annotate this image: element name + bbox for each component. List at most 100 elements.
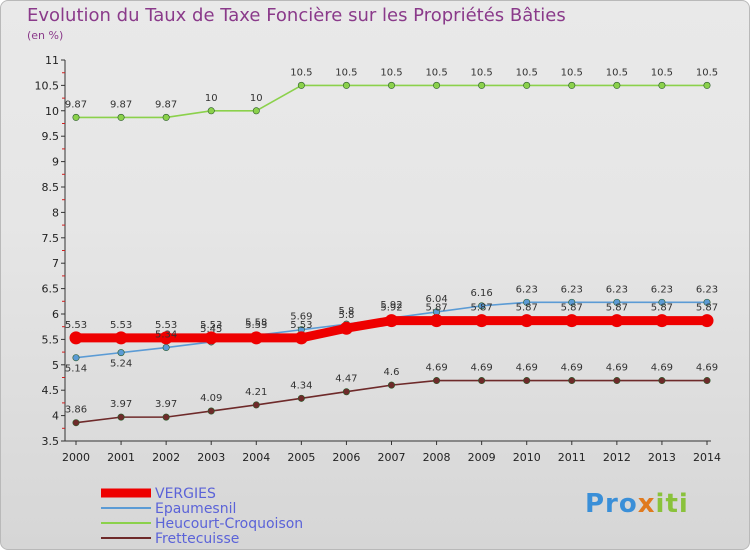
data-point (613, 377, 621, 385)
data-point (700, 314, 714, 328)
data-label: 9.87 (65, 99, 87, 110)
data-label: 3.97 (155, 399, 177, 410)
data-label: 5.53 (290, 320, 312, 331)
data-label: 5.24 (110, 359, 132, 370)
data-label: 5.87 (471, 303, 493, 314)
data-label: 10.5 (651, 67, 673, 78)
data-point (72, 113, 80, 121)
data-point (568, 298, 576, 306)
data-label: 10.5 (696, 67, 718, 78)
data-point (478, 377, 486, 385)
x-tick-label: 2010 (513, 451, 541, 464)
data-label: 5.34 (155, 330, 177, 341)
data-point (613, 81, 621, 89)
data-label: 4.09 (200, 393, 222, 404)
data-label: 5.53 (155, 320, 177, 331)
data-point (342, 81, 350, 89)
data-label: 4.34 (290, 380, 312, 391)
data-point (655, 314, 669, 328)
x-tick-label: 2012 (603, 451, 631, 464)
data-point (249, 331, 263, 345)
data-label: 4.69 (561, 363, 583, 374)
data-point (520, 314, 534, 328)
x-tick-label: 2001 (107, 451, 135, 464)
x-tick-label: 2004 (242, 451, 270, 464)
x-tick-label: 2003 (197, 451, 225, 464)
data-label: 10.5 (471, 67, 493, 78)
data-label: 4.21 (245, 387, 267, 398)
x-tick-label: 2014 (693, 451, 721, 464)
y-tick-label: 8.5 (42, 181, 60, 194)
data-label: 5.87 (425, 303, 447, 314)
data-label: 3.86 (65, 405, 87, 416)
data-point (252, 401, 260, 409)
y-tick-label: 4 (52, 410, 59, 423)
x-tick-label: 2000 (62, 451, 90, 464)
data-label: 5.58 (245, 317, 267, 328)
chart-title: Evolution du Taux de Taxe Foncière sur l… (27, 5, 566, 26)
chart-subtitle: (en %) (27, 29, 64, 42)
y-tick-label: 4.5 (42, 384, 60, 397)
data-label: 4.69 (606, 363, 628, 374)
data-point (297, 394, 305, 402)
data-label: 4.6 (384, 367, 400, 378)
data-label: 5.87 (561, 303, 583, 314)
data-label: 5.8 (338, 306, 354, 317)
data-point (568, 81, 576, 89)
legend-label: Frettecuisse (155, 531, 239, 547)
data-label: 9.87 (155, 99, 177, 110)
data-point (703, 81, 711, 89)
data-label: 10.5 (290, 67, 312, 78)
data-label: 6.23 (696, 284, 718, 295)
data-label: 5.87 (651, 303, 673, 314)
x-tick-label: 2009 (468, 451, 496, 464)
data-label: 5.53 (65, 320, 87, 331)
data-label: 5.87 (606, 303, 628, 314)
data-point (72, 354, 80, 362)
y-tick-label: 5 (52, 359, 59, 372)
y-tick-label: 9.5 (42, 130, 60, 143)
data-label: 9.87 (110, 99, 132, 110)
data-label: 5.87 (516, 303, 538, 314)
data-point (294, 331, 308, 345)
data-point (252, 107, 260, 115)
data-point (703, 298, 711, 306)
data-point (610, 314, 624, 328)
data-point (72, 419, 80, 427)
data-label: 5.53 (245, 320, 267, 331)
data-point (478, 81, 486, 89)
data-label: 10.5 (380, 67, 402, 78)
data-label: 5.87 (696, 303, 718, 314)
data-point (342, 388, 350, 396)
data-label: 6.23 (516, 284, 538, 295)
data-label: 10 (205, 93, 218, 104)
data-label: 4.69 (425, 363, 447, 374)
data-point (162, 113, 170, 121)
proxiti-logo: Proxiti (585, 489, 689, 519)
legend-label: VERGIES (155, 486, 216, 502)
data-label: 5.53 (200, 320, 222, 331)
y-tick-label: 7.5 (42, 232, 60, 245)
x-tick-label: 2002 (152, 451, 180, 464)
data-point (117, 413, 125, 421)
x-tick-label: 2013 (648, 451, 676, 464)
data-point (387, 81, 395, 89)
data-point (475, 314, 489, 328)
x-tick-label: 2011 (558, 451, 586, 464)
data-label: 3.97 (110, 399, 132, 410)
data-point (207, 107, 215, 115)
data-point (114, 331, 128, 345)
data-point (162, 413, 170, 421)
x-tick-label: 2005 (287, 451, 315, 464)
data-label: 10.5 (516, 67, 538, 78)
y-tick-label: 9 (52, 156, 59, 169)
data-label: 10.5 (606, 67, 628, 78)
y-tick-label: 6.5 (42, 283, 60, 296)
data-point (658, 298, 666, 306)
data-label: 5.92 (380, 300, 402, 311)
data-point (430, 314, 444, 328)
data-point (297, 81, 305, 89)
data-label: 6.23 (606, 284, 628, 295)
x-tick-label: 2007 (378, 451, 406, 464)
data-point (433, 81, 441, 89)
